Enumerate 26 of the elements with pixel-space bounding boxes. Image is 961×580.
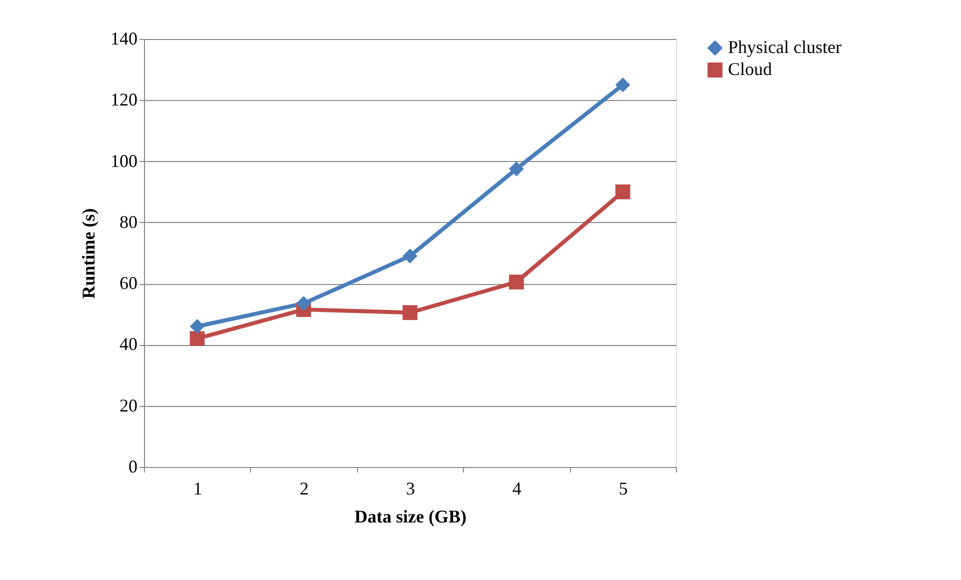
y-tick-label: 0 (128, 456, 138, 476)
y-tick-label: 80 (120, 212, 138, 232)
point (190, 318, 205, 334)
point (615, 184, 630, 200)
point (402, 305, 418, 320)
point (296, 296, 312, 311)
point (508, 162, 524, 176)
x-axis-title: Data size (GB) (354, 506, 466, 526)
x-tick-label: 5 (618, 478, 628, 498)
point (402, 248, 418, 264)
x-tick-label: 1 (193, 478, 202, 498)
y-tick-label: 120 (110, 90, 138, 110)
point (190, 331, 205, 346)
legend-label: Cloud (728, 59, 772, 79)
y-tick-label: 60 (120, 273, 138, 294)
legend-label: Physical cluster (728, 37, 842, 57)
point (615, 77, 630, 92)
y-tick-label: 100 (110, 150, 138, 171)
y-tick-label: 140 (110, 28, 138, 48)
y-tick-label: 20 (120, 395, 138, 416)
point (508, 274, 524, 290)
x-tick-label: 2 (300, 478, 309, 498)
x-tick-label: 4 (512, 478, 522, 498)
y-axis-title: Runtime (s) (78, 208, 98, 299)
x-tick-label: 3 (406, 478, 415, 498)
y-tick-label: 40 (120, 334, 138, 354)
